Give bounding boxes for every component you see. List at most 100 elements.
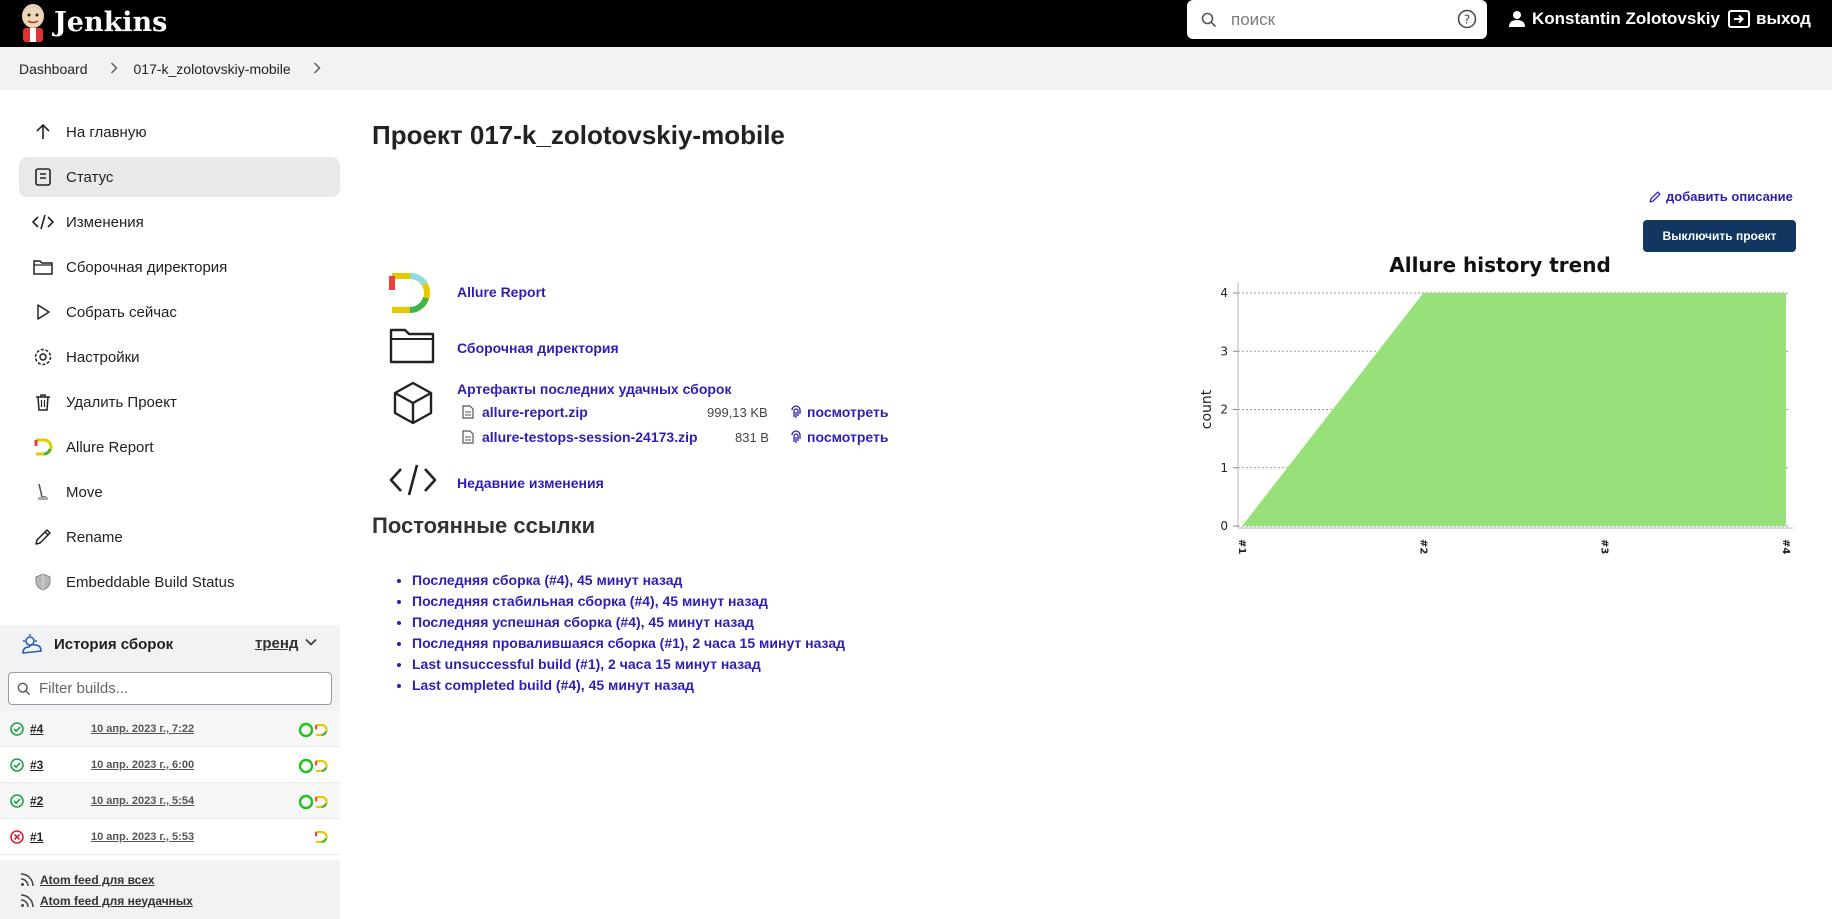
user-icon	[1509, 11, 1525, 27]
filter-builds-input[interactable]	[37, 679, 317, 698]
chart-y-ticks: 0 1 2 3 4	[1220, 286, 1238, 533]
weather-icon	[22, 633, 42, 654]
artifact-view[interactable]: посмотреть	[789, 429, 888, 445]
chart-title: Allure history trend	[1389, 253, 1611, 277]
sidebar-item-changes[interactable]: Изменения	[19, 202, 340, 242]
workspace-link[interactable]: Сборочная директория	[457, 340, 619, 356]
artifacts-link-label[interactable]: Артефакты последних удачных сборок	[457, 381, 732, 397]
recent-changes-link[interactable]: Недавние изменения	[457, 475, 604, 491]
build-date-link[interactable]: 10 апр. 2023 г., 7:22	[91, 723, 195, 735]
artifact-file-link[interactable]: allure-testops-session-24173.zip	[482, 429, 698, 445]
chart-y-tick-label: 3	[1220, 344, 1228, 358]
chevron-down-icon[interactable]	[305, 638, 317, 646]
artifact-view[interactable]: посмотреть	[789, 404, 888, 420]
allure-logo-icon[interactable]	[388, 272, 434, 314]
recent-changes-link-label[interactable]: Недавние изменения	[457, 475, 604, 491]
permalink-last-stable[interactable]: Последняя стабильная сборка (#4), 45 мин…	[412, 593, 768, 609]
chart-y-tick-label: 0	[1220, 519, 1228, 533]
sidebar-item-allure-report[interactable]: Allure Report	[19, 427, 340, 467]
success-icon	[10, 794, 24, 808]
breadcrumb-project[interactable]: 017-k_zolotovskiy-mobile	[133, 60, 291, 77]
app-title: Jenkins	[54, 6, 168, 38]
sidebar-item-home[interactable]: На главную	[19, 112, 340, 152]
build-number-link[interactable]: #1	[30, 830, 44, 844]
artifact-file-link[interactable]: allure-report.zip	[482, 404, 588, 420]
allure-icon[interactable]	[314, 795, 328, 809]
chart-axes	[1237, 283, 1793, 529]
artifact-view-link[interactable]: посмотреть	[807, 404, 889, 420]
sidebar-item-embeddable-build-status[interactable]: Embeddable Build Status	[19, 562, 340, 602]
trend-link[interactable]: тренд	[255, 635, 299, 652]
sidebar-item-rename[interactable]: Rename	[19, 517, 340, 557]
sidebar-item-status[interactable]: Статус	[19, 157, 340, 197]
sidebar-item-label: Статус	[66, 168, 114, 186]
chart-y-tick-label: 2	[1220, 403, 1228, 417]
user-menu[interactable]: Konstantin Zolotovskiy	[1508, 9, 1720, 29]
add-description-link[interactable]: добавить описание	[1648, 189, 1793, 204]
sidebar-item-label: Allure Report	[66, 438, 154, 456]
page-title: Проект 017-k_zolotovskiy-mobile	[372, 120, 785, 150]
build-badges	[298, 722, 328, 738]
testops-ring-icon[interactable]	[298, 722, 314, 738]
chart-x-tick-label: #1	[1236, 539, 1247, 554]
sidebar-item-workspace[interactable]: Сборочная директория	[19, 247, 340, 287]
testops-ring-icon[interactable]	[298, 794, 314, 810]
sidebar-item-move[interactable]: Move	[19, 472, 340, 512]
atom-feeds: Atom feed для всех Atom feed для неудачн…	[0, 860, 340, 919]
build-number-link[interactable]: #4	[30, 722, 44, 736]
allure-icon[interactable]	[314, 723, 328, 737]
pencil-icon	[32, 526, 54, 548]
workspace-link-label[interactable]: Сборочная директория	[457, 340, 619, 356]
allure-report-link[interactable]: Allure Report	[457, 284, 546, 300]
allure-icon[interactable]	[314, 830, 328, 844]
filter-wrap	[0, 664, 340, 711]
user-name: Konstantin Zolotovskiy	[1532, 9, 1720, 28]
folder-icon	[32, 256, 54, 278]
permalink-last-successful[interactable]: Последняя успешная сборка (#4), 45 минут…	[412, 614, 754, 630]
pencil-icon	[1649, 190, 1661, 203]
search-input[interactable]	[1229, 8, 1449, 31]
jenkins-logo[interactable]: Jenkins	[18, 2, 167, 42]
atom-feed-all-link[interactable]: Atom feed для всех	[40, 872, 155, 887]
help-icon[interactable]: ?	[1457, 9, 1477, 29]
build-date-link[interactable]: 10 апр. 2023 г., 5:53	[91, 831, 195, 843]
atom-feed-failed-link[interactable]: Atom feed для неудачных	[40, 893, 193, 908]
sidebar-item-delete-project[interactable]: Удалить Проект	[19, 382, 340, 422]
artifact-view-link[interactable]: посмотреть	[807, 429, 889, 445]
sidebar-item-label: Embeddable Build Status	[66, 573, 235, 591]
success-icon	[10, 722, 24, 736]
permalink-last-completed[interactable]: Last completed build (#4), 45 минут наза…	[412, 677, 695, 693]
build-date-link[interactable]: 10 апр. 2023 г., 5:54	[91, 795, 195, 807]
artifact-size: 831 B	[735, 429, 769, 445]
chart-x-tick-label: #3	[1599, 539, 1610, 554]
move-icon	[32, 481, 54, 503]
disable-project-button[interactable]: Выключить проект	[1643, 220, 1796, 252]
build-number-link[interactable]: #3	[30, 758, 44, 772]
permalink-last-unsuccessful[interactable]: Last unsuccessful build (#1), 2 часа 15 …	[412, 656, 761, 672]
code-icon[interactable]	[389, 463, 437, 497]
shield-icon	[32, 571, 54, 593]
sidebar-item-label: Изменения	[66, 213, 144, 231]
search-icon	[1201, 12, 1217, 27]
build-date-link[interactable]: 10 апр. 2023 г., 6:00	[91, 759, 195, 771]
allure-icon[interactable]	[314, 759, 328, 773]
breadcrumb-chevron-icon[interactable]	[313, 61, 321, 77]
build-history-header: История сборок тренд	[0, 625, 340, 664]
permalink-last-build[interactable]: Последняя сборка (#4), 45 минут назад	[412, 572, 683, 588]
list-item: Last unsuccessful build (#1), 2 часа 15 …	[412, 656, 845, 677]
folder-icon[interactable]	[389, 326, 435, 364]
list-item: Последняя успешная сборка (#4), 45 минут…	[412, 614, 845, 635]
allure-report-link-label[interactable]: Allure Report	[457, 284, 546, 300]
list-item: Последняя стабильная сборка (#4), 45 мин…	[412, 593, 845, 614]
build-number-link[interactable]: #2	[30, 794, 44, 808]
breadcrumb-dashboard[interactable]: Dashboard	[19, 60, 88, 77]
sidebar-item-build-now[interactable]: Собрать сейчас	[19, 292, 340, 332]
trash-icon	[32, 391, 54, 413]
testops-ring-icon[interactable]	[298, 758, 314, 774]
permalink-last-failed[interactable]: Последняя провалившаяся сборка (#1), 2 ч…	[412, 635, 846, 651]
logout-button[interactable]: выход	[1728, 9, 1811, 29]
sidebar-item-configure[interactable]: Настройки	[19, 337, 340, 377]
artifacts-link[interactable]: Артефакты последних удачных сборок	[457, 381, 731, 397]
breadcrumb-chevron-icon[interactable]	[110, 61, 118, 77]
